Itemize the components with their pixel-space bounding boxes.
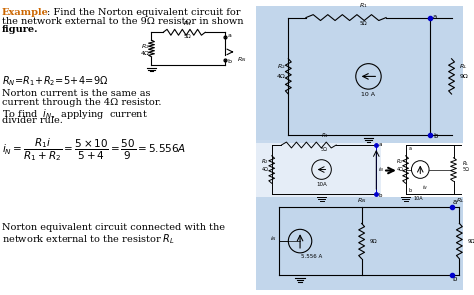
Text: 5Ω: 5Ω: [321, 147, 328, 152]
Text: 9Ω: 9Ω: [459, 74, 468, 79]
Text: $R_L$: $R_L$: [462, 159, 469, 168]
Text: a: a: [433, 14, 437, 19]
Text: b: b: [228, 59, 232, 64]
Text: $R_N$: $R_N$: [237, 55, 246, 64]
Text: 10A: 10A: [413, 196, 423, 201]
Text: $R_1$: $R_1$: [359, 1, 368, 10]
Text: network external to the resistor $R_L$: network external to the resistor $R_L$: [2, 232, 175, 246]
Text: $R_N\!=\!R_1\!+\!R_2\!=\!5\!+\!4\!=\!9\Omega$: $R_N\!=\!R_1\!+\!R_2\!=\!5\!+\!4\!=\!9\O…: [2, 74, 109, 88]
Text: divider rule.: divider rule.: [2, 116, 63, 124]
Text: $R_1$: $R_1$: [320, 131, 328, 140]
Text: $i_N$: $i_N$: [378, 165, 384, 174]
Text: current through the 4Ω resistor.: current through the 4Ω resistor.: [2, 98, 162, 107]
Text: $R_2$: $R_2$: [396, 157, 404, 166]
Text: 9Ω: 9Ω: [467, 239, 474, 244]
Text: figure.: figure.: [2, 25, 38, 35]
Text: Norton equivalent circuit connected with the: Norton equivalent circuit connected with…: [2, 223, 225, 232]
Bar: [256, 140, 381, 197]
Text: a: a: [228, 33, 232, 38]
Text: $R_2$: $R_2$: [141, 42, 149, 51]
Text: 10 A: 10 A: [362, 92, 375, 97]
Text: $R_2$: $R_2$: [261, 157, 269, 166]
Text: b: b: [378, 193, 382, 198]
Text: $i_N$: $i_N$: [422, 183, 428, 192]
Text: $i_N$: $i_N$: [270, 234, 277, 242]
Text: $R_L$: $R_L$: [459, 62, 468, 71]
Text: b: b: [409, 188, 411, 193]
Text: Example: Example: [2, 8, 49, 17]
Text: 5.556 A: 5.556 A: [301, 254, 322, 259]
Text: 4Ω: 4Ω: [141, 51, 149, 56]
Text: 4Ω: 4Ω: [262, 167, 269, 172]
Text: $i_N = \dfrac{R_1 i}{R_1 + R_2} = \dfrac{5 \times 10}{5+4} = \dfrac{50}{9} = 5.5: $i_N = \dfrac{R_1 i}{R_1 + R_2} = \dfrac…: [2, 136, 186, 163]
Text: the network external to the 9Ω resistor in shown: the network external to the 9Ω resistor …: [2, 17, 244, 26]
Text: $R_2$: $R_2$: [277, 62, 285, 71]
Bar: [256, 197, 463, 290]
Text: a: a: [409, 146, 411, 151]
Text: 10A: 10A: [316, 182, 327, 187]
Text: Norton current is the same as: Norton current is the same as: [2, 89, 150, 98]
Text: a: a: [453, 199, 457, 205]
Text: b: b: [453, 276, 457, 282]
Text: : Find the Norton equivalent circuit for: : Find the Norton equivalent circuit for: [47, 8, 240, 17]
Text: 9Ω: 9Ω: [369, 239, 377, 244]
Text: 5Ω: 5Ω: [360, 21, 367, 26]
Text: 5Ω: 5Ω: [462, 167, 469, 172]
Bar: [256, 6, 463, 143]
Text: 4Ω: 4Ω: [397, 167, 404, 172]
Text: $R_1$: $R_1$: [183, 19, 192, 28]
Text: To find  $i_N$,  applying  current: To find $i_N$, applying current: [2, 107, 148, 121]
Text: $R_L$: $R_L$: [456, 196, 465, 205]
Text: $R_N$: $R_N$: [357, 196, 366, 205]
Text: a: a: [378, 142, 382, 147]
Text: 5Ω: 5Ω: [184, 34, 191, 39]
Text: b: b: [433, 133, 438, 139]
Text: 4Ω: 4Ω: [277, 74, 285, 79]
